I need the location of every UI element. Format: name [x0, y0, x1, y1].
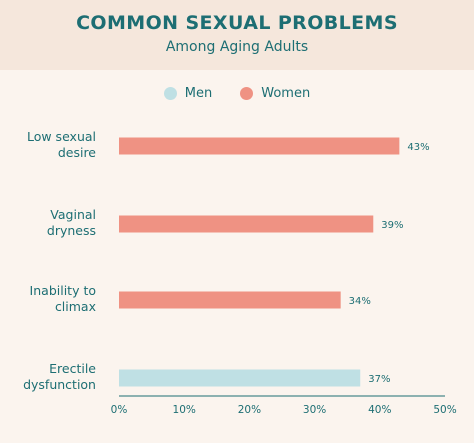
value-label-2: 39% [381, 220, 403, 231]
value-label-4: 37% [368, 374, 390, 385]
category-label-3-line-1: Inability to [30, 283, 96, 298]
category-label-1-line-2: desire [58, 145, 96, 160]
category-label-4-line-2: dysfunction [23, 377, 96, 392]
header-band: COMMON SEXUAL PROBLEMS Among Aging Adult… [0, 0, 474, 70]
legend-label-men: Men [184, 86, 213, 101]
x-tick-label-2: 10% [173, 404, 196, 416]
x-tick-label-6: 50% [433, 404, 456, 416]
legend-item-women: Women [240, 86, 310, 101]
bar-3 [119, 291, 341, 309]
chart-legend: Men Women [0, 86, 474, 101]
chart-subtitle: Among Aging Adults [165, 39, 309, 55]
legend-item-men: Men [163, 86, 213, 101]
x-tick-label-1: 0% [111, 404, 128, 416]
chart-title: COMMON SEXUAL PROBLEMS [76, 12, 398, 34]
bar-2 [119, 215, 374, 233]
value-label-3: 34% [349, 296, 371, 307]
category-label-4-line-1: Erectile [49, 361, 96, 376]
bar-1 [119, 137, 400, 155]
category-label-3-line-2: climax [55, 299, 96, 314]
x-tick-label-3: 20% [238, 404, 261, 416]
x-tick-label-5: 40% [368, 404, 391, 416]
x-tick-label-4: 30% [303, 404, 326, 416]
legend-swatch-men [163, 87, 177, 100]
value-label-1: 43% [407, 142, 429, 153]
legend-label-women: Women [261, 86, 311, 101]
category-label-1-line-1: Low sexual [27, 129, 96, 144]
legend-swatch-women [240, 87, 254, 100]
bar-4 [119, 369, 361, 387]
category-label-2-line-2: dryness [47, 223, 96, 238]
category-label-2-line-1: Vaginal [50, 207, 96, 222]
